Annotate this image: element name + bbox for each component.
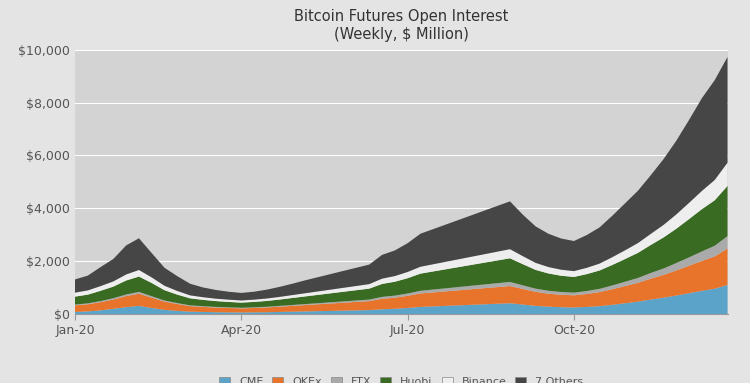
- Legend: CME, OKEx, FTX, Huobi, Binance, 7 Others: CME, OKEx, FTX, Huobi, Binance, 7 Others: [214, 373, 588, 383]
- Title: Bitcoin Futures Open Interest
(Weekly, $ Million): Bitcoin Futures Open Interest (Weekly, $…: [294, 9, 508, 42]
